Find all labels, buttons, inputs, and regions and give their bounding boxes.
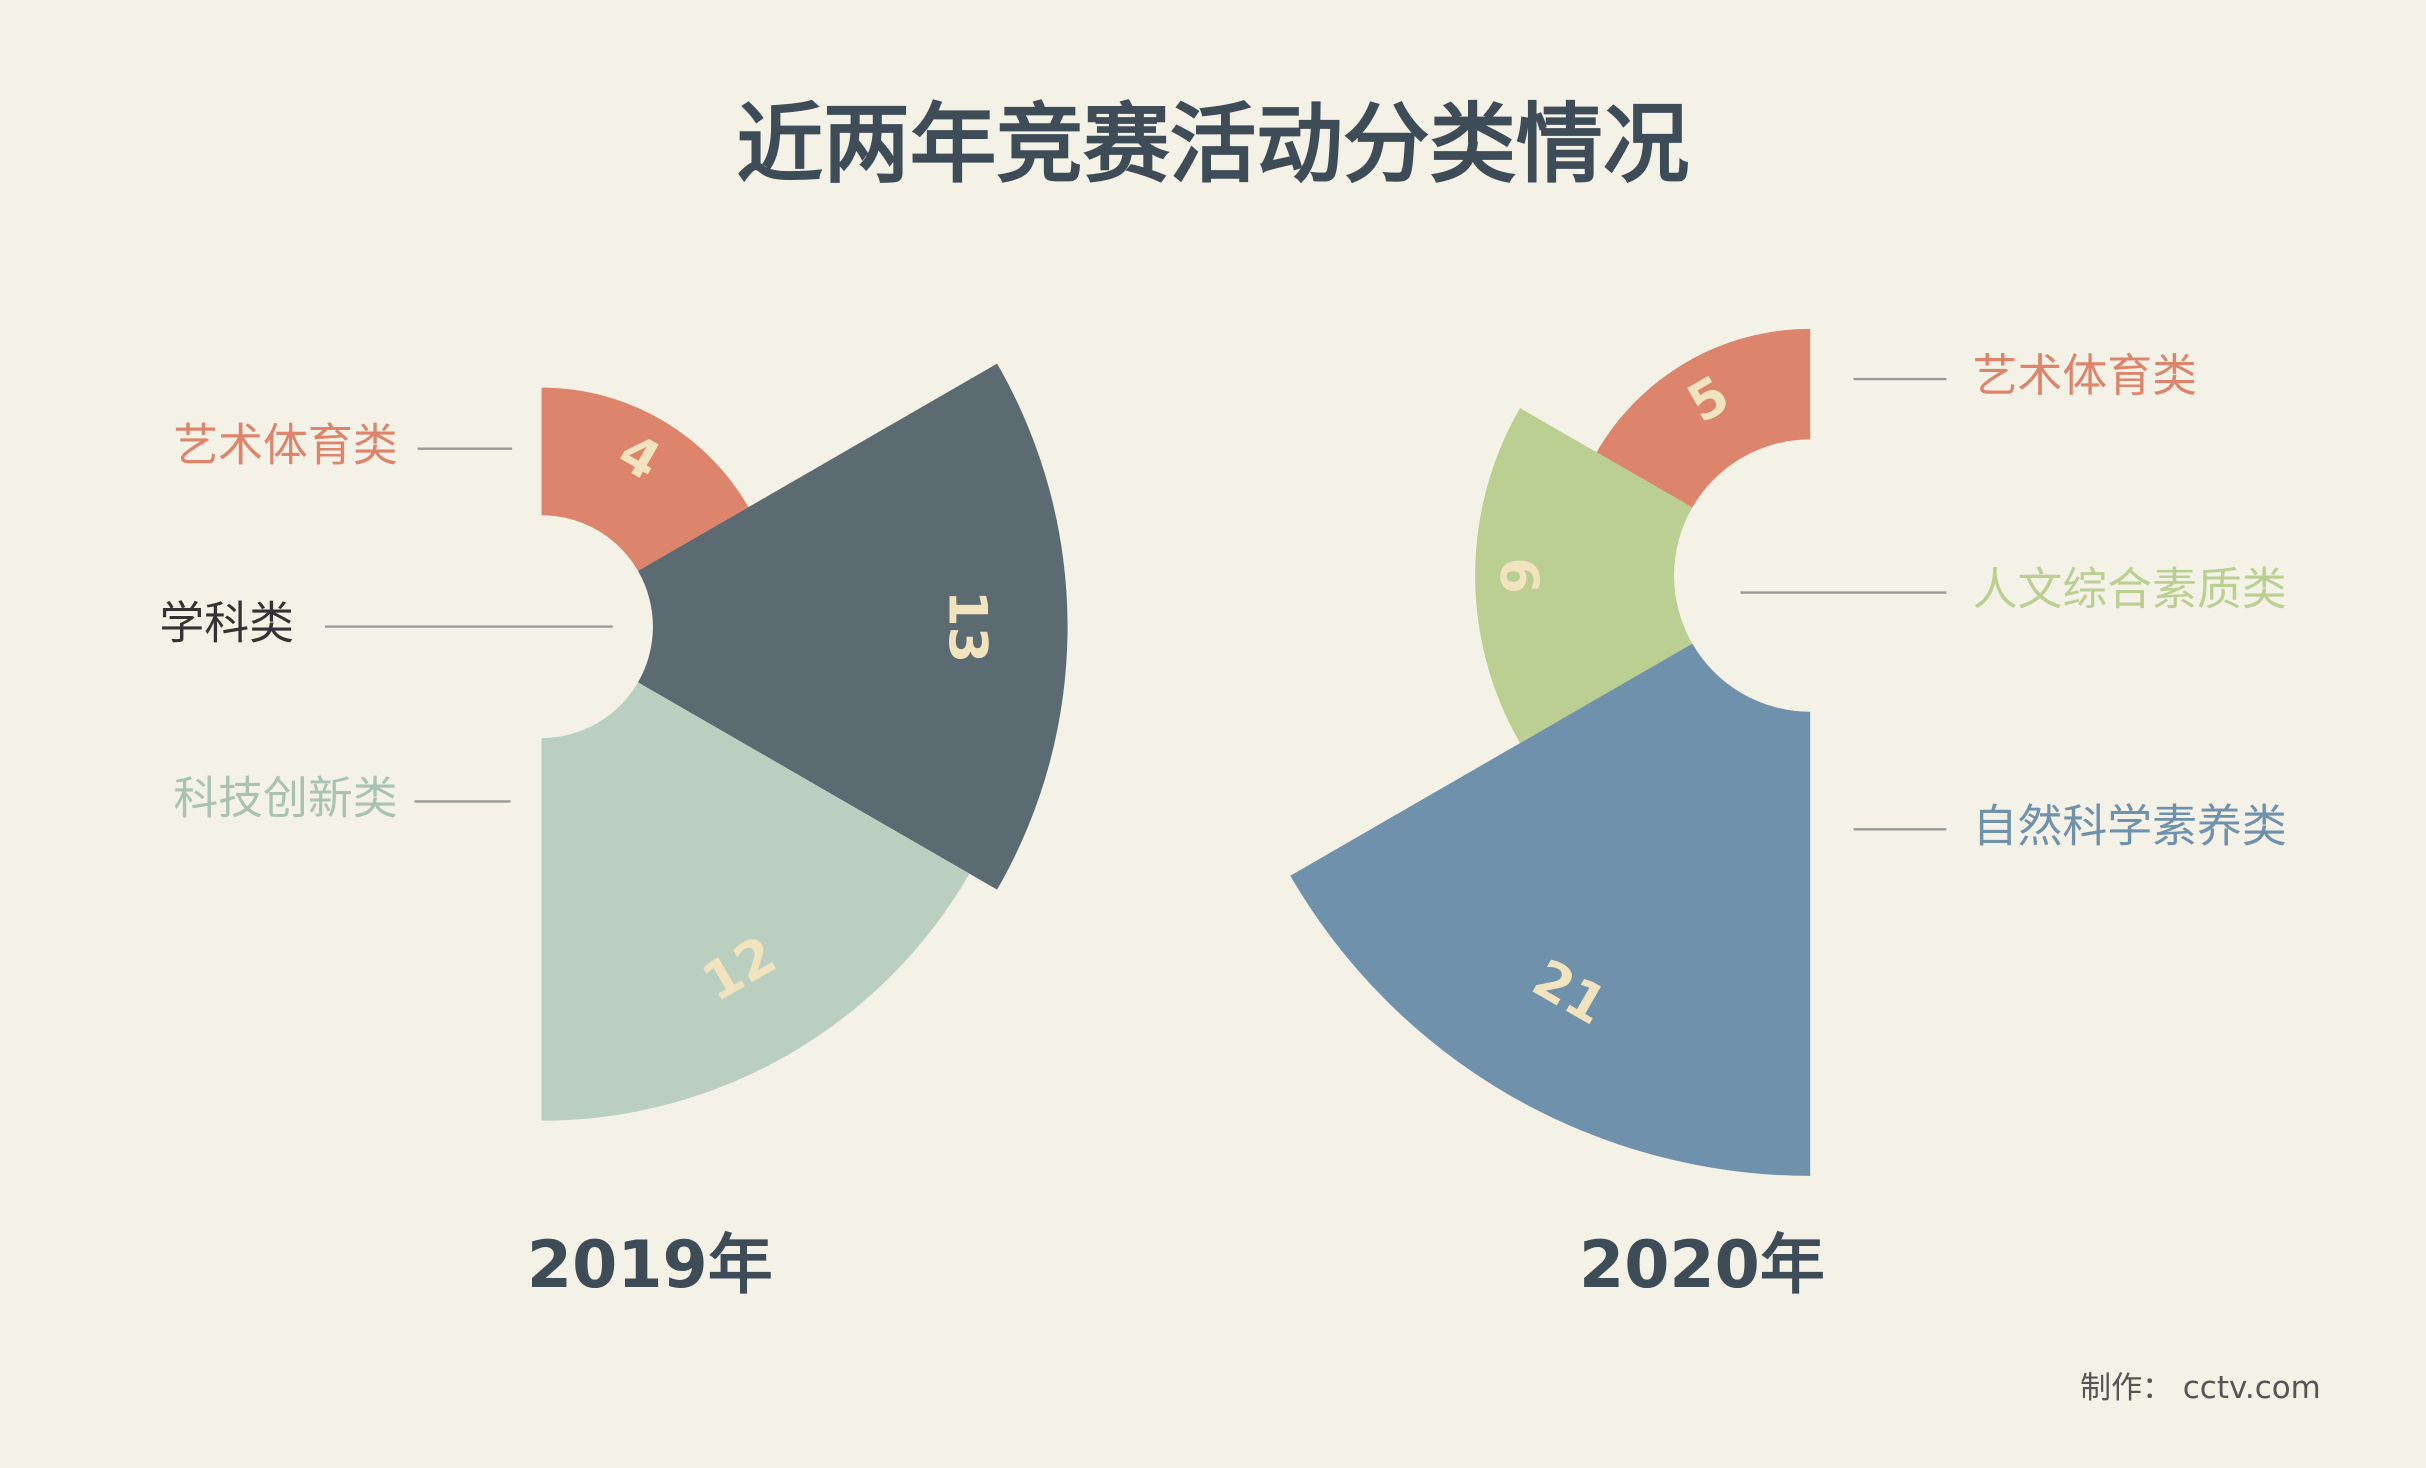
legend-label: 艺术体育类 — [173, 419, 397, 472]
legend-label: 科技创新类 — [173, 771, 397, 824]
rose-sector — [1596, 328, 1811, 508]
legend-label: 艺术体育类 — [1973, 349, 2197, 402]
rose-sector — [541, 682, 970, 1121]
background — [4, 4, 2422, 1463]
rose-sector — [541, 387, 749, 571]
value-label: 13 — [936, 590, 997, 663]
legend-label: 自然科学素养类 — [1973, 799, 2287, 852]
rose-sector — [637, 363, 1068, 890]
chart-title: 2020年 — [1579, 1228, 1825, 1303]
value-label: 9 — [1492, 557, 1553, 594]
rose-sector — [1475, 408, 1693, 744]
footer: 制作： cctv.com — [2080, 1370, 2321, 1406]
chart-title: 2019年 — [527, 1228, 773, 1303]
legend-label: 学科类 — [159, 597, 294, 650]
main-title: 近两年竞赛活动分类情况 — [737, 95, 1690, 195]
rose-sector — [1290, 643, 1811, 1176]
legend-label: 人文综合素质类 — [1973, 563, 2287, 616]
